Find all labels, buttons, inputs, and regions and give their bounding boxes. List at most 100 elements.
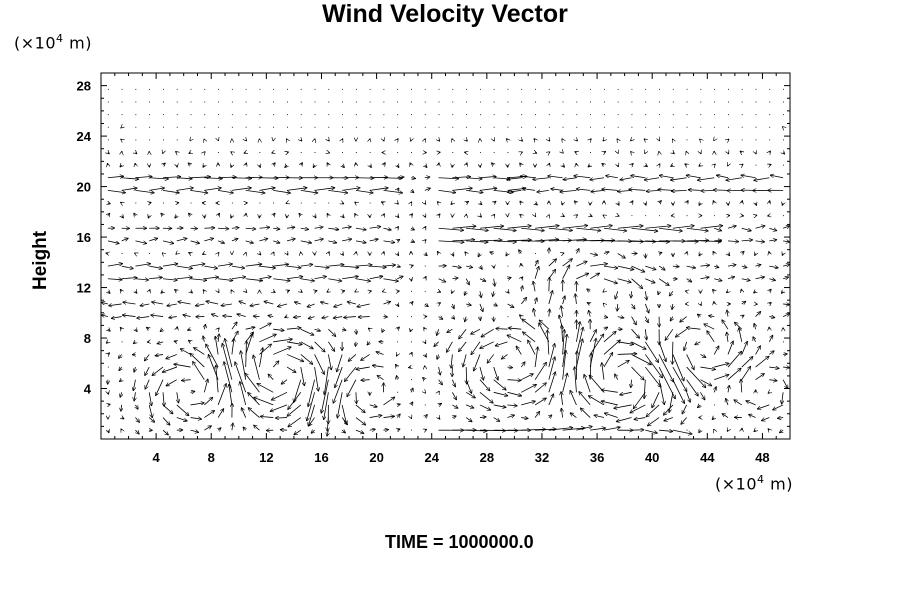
wind-vector (589, 334, 604, 355)
wind-vector (301, 291, 303, 292)
wind-vector (725, 398, 728, 406)
wind-vector (700, 241, 721, 242)
wind-vector (355, 429, 364, 433)
wind-vector (273, 329, 284, 330)
wind-vector (590, 253, 598, 255)
wind-vector (645, 278, 655, 283)
wind-vector (516, 346, 522, 355)
wind-vector (563, 178, 577, 180)
wind-vector (549, 140, 550, 141)
wind-vector (166, 304, 177, 306)
wind-vector (204, 426, 211, 431)
wind-vector (713, 200, 714, 203)
wind-vector (658, 265, 665, 270)
wind-vector (248, 408, 260, 418)
wind-vector (603, 303, 604, 304)
wind-vector (397, 165, 399, 168)
wind-vector (425, 138, 426, 139)
wind-vector (328, 265, 344, 267)
wind-vector (190, 241, 200, 244)
wind-vector (342, 239, 352, 241)
wind-vector (755, 264, 762, 266)
wind-vector (591, 190, 605, 191)
wind-vector (259, 277, 271, 279)
wind-vector (355, 278, 371, 282)
wind-vector (480, 266, 482, 269)
wind-vector (645, 316, 649, 323)
wind-vector (686, 279, 692, 282)
wind-vector (563, 153, 564, 154)
wind-vector (672, 379, 686, 404)
x-tick-label: 8 (208, 450, 215, 465)
wind-vector (273, 278, 290, 281)
wind-vector (451, 203, 453, 205)
wind-vector (231, 322, 237, 330)
wind-vector (355, 241, 366, 243)
wind-vector (645, 291, 647, 300)
wind-vector (121, 238, 129, 241)
wind-vector (617, 253, 626, 258)
wind-vector (576, 140, 577, 141)
wind-vector (300, 228, 309, 229)
wind-vector (286, 277, 303, 280)
wind-vector (320, 302, 329, 304)
wind-vector (742, 200, 743, 203)
wind-vector (714, 228, 722, 231)
wind-vector (576, 227, 601, 230)
wind-vector (645, 165, 647, 167)
wind-vector (144, 354, 150, 361)
wind-vector (604, 151, 606, 152)
wind-vector (218, 334, 219, 342)
wind-vector (293, 317, 301, 318)
wind-vector (361, 380, 370, 381)
wind-vector (268, 374, 274, 380)
wind-vector (532, 178, 549, 180)
wind-vector (250, 304, 260, 306)
wind-vector (466, 367, 467, 384)
wind-vector (422, 377, 424, 379)
wind-vector (149, 188, 165, 191)
wind-vector (603, 252, 609, 254)
wind-vector (135, 240, 146, 244)
wind-vector (741, 279, 751, 281)
wind-vector (161, 291, 163, 293)
wind-vector (618, 153, 619, 154)
wind-vector (396, 354, 397, 356)
wind-vector (632, 303, 635, 309)
wind-vector (157, 342, 164, 344)
wind-vector (107, 264, 123, 267)
wind-vector (769, 289, 771, 291)
wind-vector (149, 178, 169, 179)
wind-vector (616, 417, 632, 422)
wind-vector (507, 226, 532, 229)
wind-vector (756, 153, 757, 155)
wind-vector (617, 317, 624, 318)
wind-vector (286, 266, 301, 268)
wind-vector (768, 335, 774, 343)
wind-vector (107, 189, 126, 192)
wind-vector (133, 379, 135, 391)
wind-vector (538, 323, 550, 343)
wind-vector (369, 266, 387, 267)
wind-vector (438, 317, 443, 320)
wind-vector (327, 291, 329, 292)
wind-vector (259, 227, 270, 228)
wind-vector (466, 430, 487, 431)
wind-vector (466, 178, 482, 179)
wind-vector (156, 379, 164, 396)
wind-vector (563, 295, 565, 305)
wind-vector (782, 392, 784, 404)
wind-vector (231, 227, 239, 228)
wind-vector (140, 304, 150, 306)
wind-vector (135, 153, 137, 154)
wind-vector (451, 291, 452, 293)
wind-vector (782, 126, 783, 127)
wind-vector (286, 366, 296, 373)
wind-vector (562, 265, 571, 279)
wind-vector (686, 354, 695, 370)
wind-vector (397, 414, 400, 418)
wind-vector (341, 404, 346, 424)
wind-vector (368, 328, 370, 329)
wind-vector (507, 240, 532, 241)
wind-vector (645, 265, 656, 270)
